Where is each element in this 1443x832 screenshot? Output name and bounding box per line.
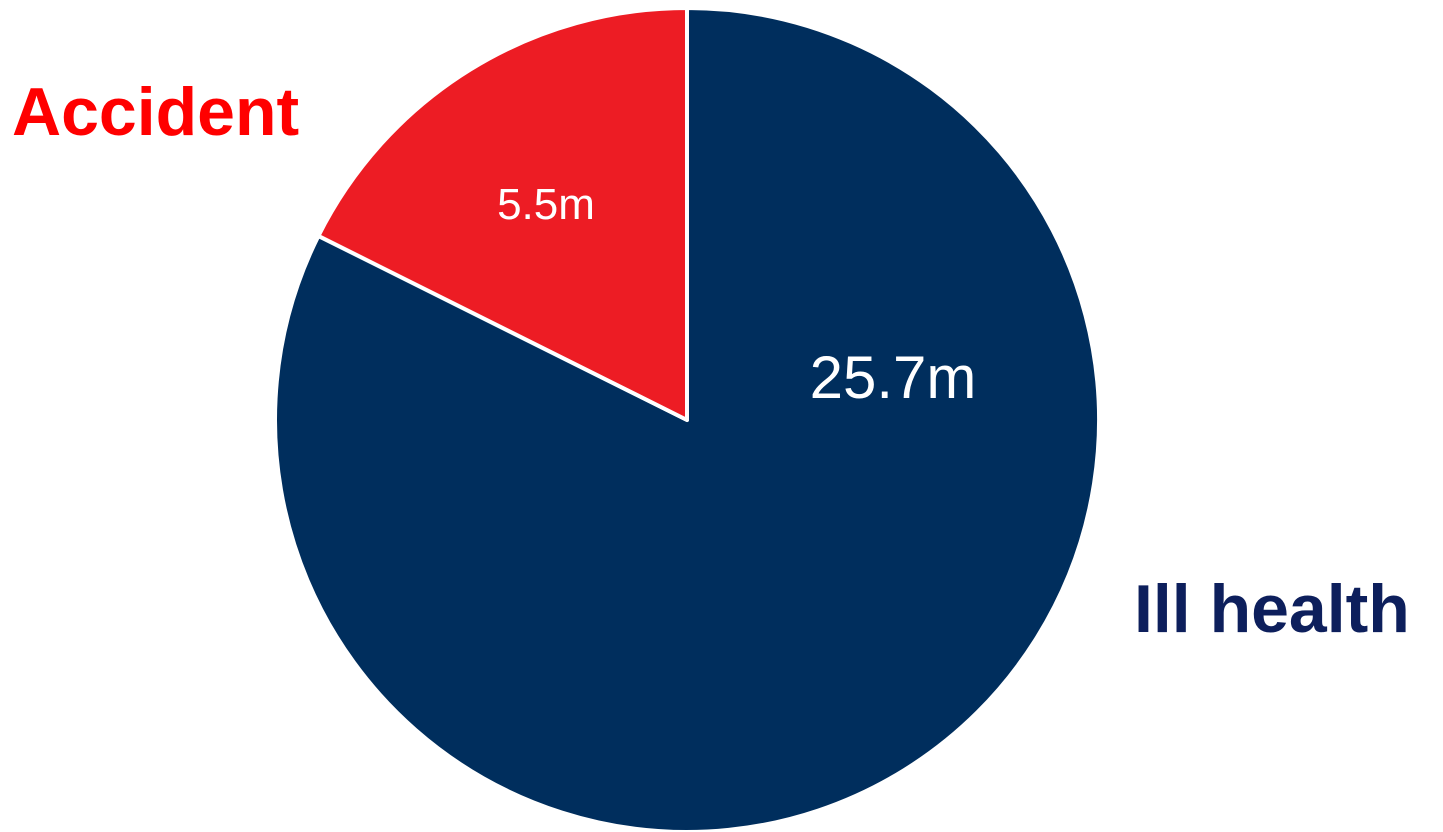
pie-slice-accident: [316, 6, 689, 422]
pie-slices: [273, 6, 1101, 832]
value-label-accident: 5.5m: [497, 180, 595, 229]
category-label-ill-health: Ill health: [1134, 571, 1410, 647]
category-label-accident: Accident: [12, 74, 299, 150]
value-label-ill-health: 25.7m: [810, 344, 977, 411]
